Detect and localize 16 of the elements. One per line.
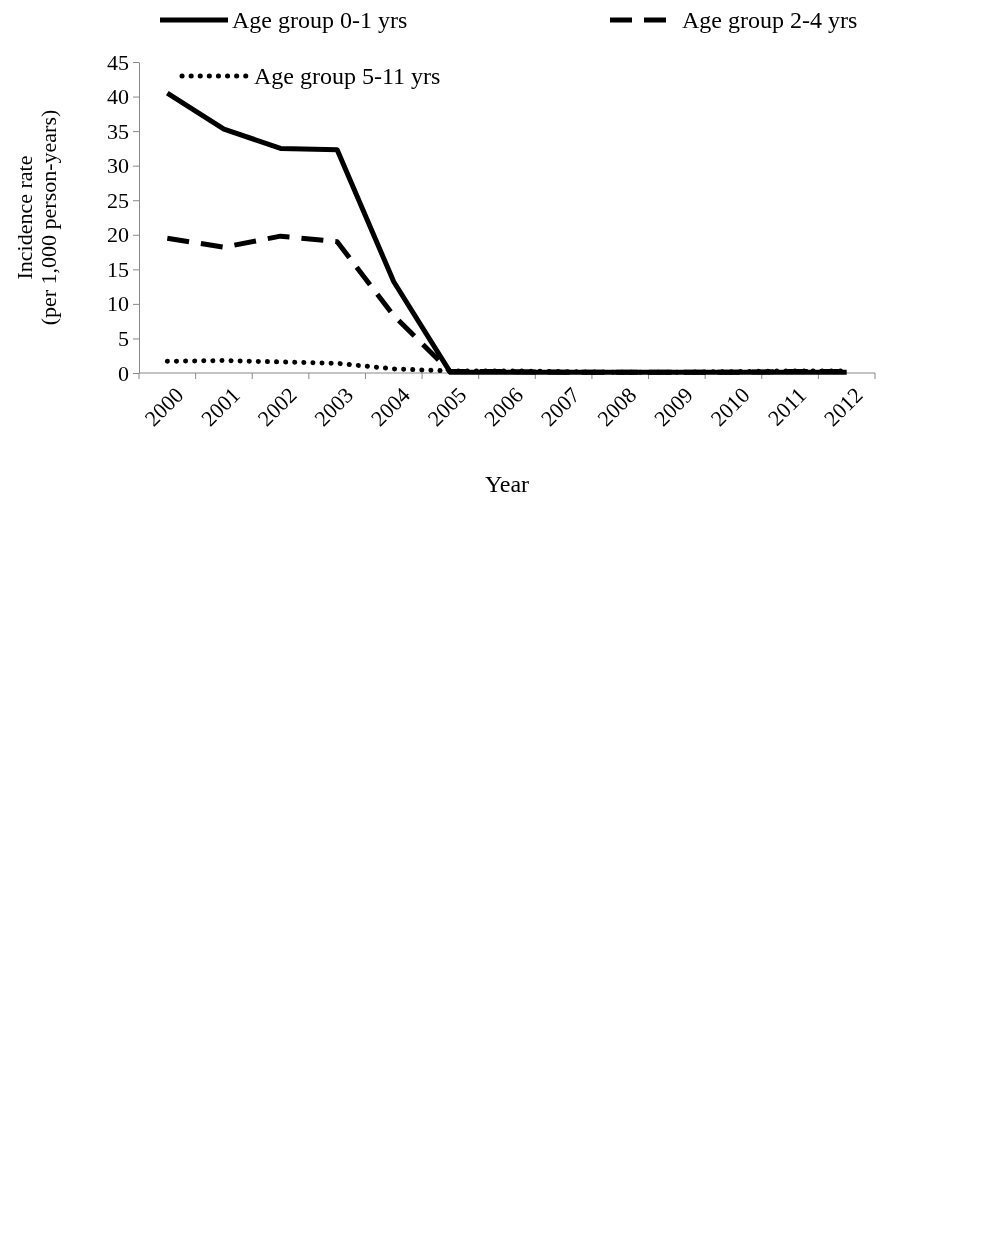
y-axis-title: Incidence rate (per 1,000 person-years) [12,109,62,326]
y-tick-label: 10 [107,291,129,317]
legend-label: Age group 0-1 yrs [232,7,408,34]
y-tick-label: 15 [107,256,129,282]
y-tick-label: 0 [118,360,129,386]
legend-label: Age group 5-11 yrs [254,63,441,90]
x-axis-title: Year [484,471,530,497]
legend-label: Age group 2-4 yrs [682,7,858,34]
y-tick-label: 25 [107,187,129,213]
y-tick-label: 30 [107,153,129,179]
y-tick-label: 5 [118,325,129,351]
x-tick-label: 2011 [762,382,812,431]
y-tick-label: 45 [107,49,129,75]
y-tick-label: 40 [107,84,129,110]
y-tick-label: 35 [107,118,129,144]
y-tick-label: 20 [107,222,129,248]
